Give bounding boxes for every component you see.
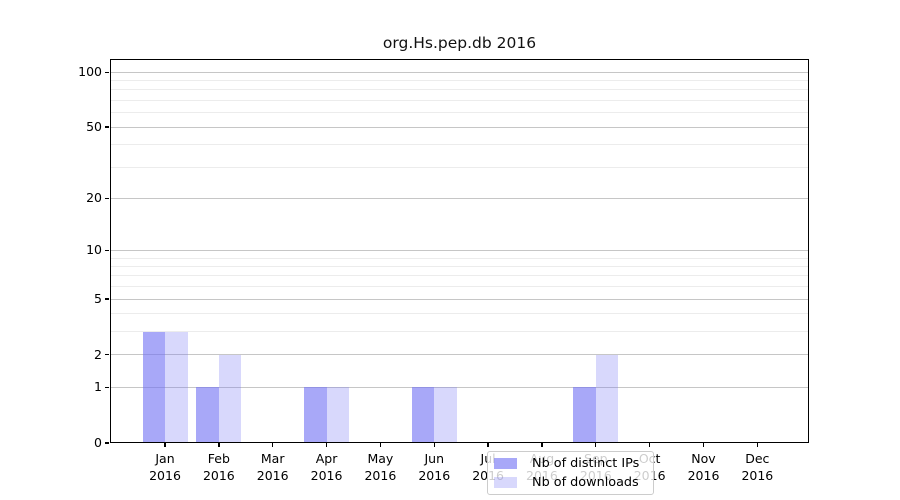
month-label: Nov	[691, 451, 716, 466]
y-tick-mark	[105, 197, 109, 200]
gridline-minor	[110, 265, 809, 267]
bar-jun-distinct-ips	[411, 387, 435, 443]
y-axis-labels: 0 1 2 5 10 20 50 100	[0, 59, 102, 450]
year-label: 2016	[741, 468, 774, 483]
x-tick-label-jan: Jan 2016	[135, 450, 195, 484]
gridline-minor	[110, 313, 809, 315]
axes-frame	[110, 59, 809, 443]
bar-sep-distinct-ips	[573, 387, 596, 443]
bar-feb-distinct-ips	[196, 387, 219, 443]
legend: Nb of distinct IPs Nb of downloads	[487, 451, 654, 495]
gridline-minor	[110, 275, 809, 277]
legend-swatch-downloads	[494, 477, 517, 488]
x-tick-mark	[541, 443, 543, 447]
y-tick-mark	[105, 354, 109, 356]
month-label: Feb	[207, 451, 230, 466]
gridline-major	[110, 197, 809, 199]
year-label: 2016	[310, 468, 343, 483]
x-tick-mark	[164, 443, 166, 447]
gridline-minor	[110, 100, 809, 102]
y-tick-mark	[105, 386, 109, 388]
y-tick-label: 2	[94, 346, 102, 362]
month-label: Dec	[745, 451, 770, 466]
y-tick-label: 5	[94, 291, 102, 307]
chart-title: org.Hs.pep.db 2016	[382, 34, 537, 52]
bar-jun-downloads	[434, 387, 457, 443]
x-tick-mark	[379, 443, 382, 447]
bar-jan-downloads	[165, 331, 188, 443]
gridline-minor	[110, 89, 809, 91]
bar-apr-distinct-ips	[304, 387, 327, 443]
plot-area: Nb of distinct IPs Nb of downloads	[110, 59, 809, 495]
x-tick-label-nov: Nov 2016	[674, 450, 734, 484]
x-tick-mark	[487, 443, 489, 447]
bar-jan-distinct-ips	[142, 331, 165, 443]
y-tick-mark	[105, 71, 109, 73]
x-tick-mark	[325, 443, 328, 447]
legend-item-distinct-ips: Nb of distinct IPs	[494, 456, 653, 472]
year-label: 2016	[418, 468, 451, 483]
month-label: Mar	[260, 451, 285, 466]
y-tick-mark	[105, 126, 109, 128]
x-tick-mark	[272, 443, 274, 447]
year-label: 2016	[364, 468, 397, 483]
y-tick-mark	[105, 442, 109, 444]
gridline-minor	[110, 286, 809, 288]
gridline-major	[110, 386, 809, 388]
x-tick-label-dec: Dec 2016	[727, 450, 787, 484]
gridline-major	[110, 71, 809, 73]
y-tick-label: 10	[86, 242, 102, 258]
x-tick-mark	[648, 443, 651, 447]
gridline-minor	[110, 331, 809, 333]
gridline-minor	[110, 166, 809, 168]
y-tick-mark	[105, 298, 109, 300]
bar-apr-downloads	[326, 387, 350, 443]
y-tick-label: 0	[94, 435, 102, 450]
gridline-minor	[110, 80, 809, 82]
month-label: Apr	[315, 451, 338, 466]
year-label: 2016	[202, 468, 235, 483]
x-tick-label-feb: Feb 2016	[189, 450, 249, 484]
bar-sep-downloads	[595, 354, 619, 443]
month-label: Jan	[155, 451, 175, 466]
x-tick-mark	[702, 443, 705, 447]
gridline-minor	[110, 144, 809, 146]
bar-feb-downloads	[218, 354, 242, 443]
legend-item-downloads: Nb of downloads	[494, 475, 653, 491]
x-tick-mark	[218, 443, 220, 447]
legend-swatch-distinct-ips	[494, 458, 517, 469]
year-label: 2016	[687, 468, 720, 483]
x-tick-label-apr: Apr 2016	[297, 450, 357, 484]
gridline-major	[110, 298, 809, 300]
legend-label-distinct-ips: Nb of distinct IPs	[532, 456, 640, 471]
x-tick-label-may: May 2016	[350, 450, 410, 484]
gridline-major	[110, 249, 809, 251]
x-tick-mark	[595, 443, 597, 447]
gridline-minor	[110, 112, 809, 114]
y-tick-mark	[105, 249, 109, 252]
y-tick-label: 100	[78, 64, 102, 80]
y-tick-label: 20	[86, 190, 102, 206]
x-tick-label-mar: Mar 2016	[243, 450, 303, 484]
year-label: 2016	[256, 468, 289, 483]
month-label: May	[367, 451, 394, 466]
month-label: Jun	[424, 451, 445, 466]
y-tick-label: 50	[86, 119, 102, 135]
gridline-major	[110, 354, 809, 356]
gridline-minor	[110, 257, 809, 259]
y-tick-label: 1	[94, 379, 102, 395]
gridline-major	[110, 126, 809, 128]
year-label: 2016	[149, 468, 181, 483]
legend-label-downloads: Nb of downloads	[532, 475, 639, 490]
x-tick-label-jun: Jun 2016	[404, 450, 464, 484]
x-tick-mark	[756, 443, 759, 447]
x-tick-mark	[433, 443, 435, 447]
